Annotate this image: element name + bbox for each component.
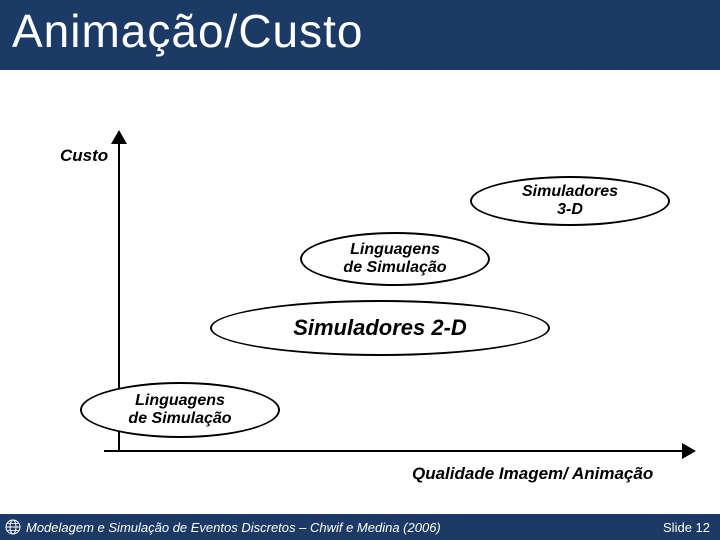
node-label: Simuladores3-D <box>522 183 618 220</box>
slide-title: Animação/Custo <box>12 4 364 58</box>
node-linguagens-top: Linguagensde Simulação <box>300 232 490 286</box>
x-axis-label: Qualidade Imagem/ Animação <box>412 464 653 484</box>
node-simuladores-3d: Simuladores3-D <box>470 176 670 226</box>
node-simuladores-2d: Simuladores 2-D <box>210 300 550 356</box>
header-wave <box>0 58 720 74</box>
node-label: Linguagensde Simulação <box>343 241 446 278</box>
y-axis-arrow <box>111 130 127 144</box>
footer-citation: Modelagem e Simulação de Eventos Discret… <box>26 520 441 535</box>
y-axis-label: Custo <box>60 146 108 166</box>
globe-icon <box>5 519 21 535</box>
x-axis <box>104 450 684 452</box>
node-label: Simuladores 2-D <box>293 315 467 340</box>
x-axis-arrow <box>682 443 696 459</box>
title-band: Animação/Custo <box>0 0 720 70</box>
slide-number: Slide 12 <box>663 520 710 535</box>
diagram-area: Custo Qualidade Imagem/ Animação Simulad… <box>0 80 720 500</box>
footer-band: Modelagem e Simulação de Eventos Discret… <box>0 514 720 540</box>
node-label: Linguagensde Simulação <box>128 392 231 429</box>
node-linguagens-bottom: Linguagensde Simulação <box>80 382 280 438</box>
